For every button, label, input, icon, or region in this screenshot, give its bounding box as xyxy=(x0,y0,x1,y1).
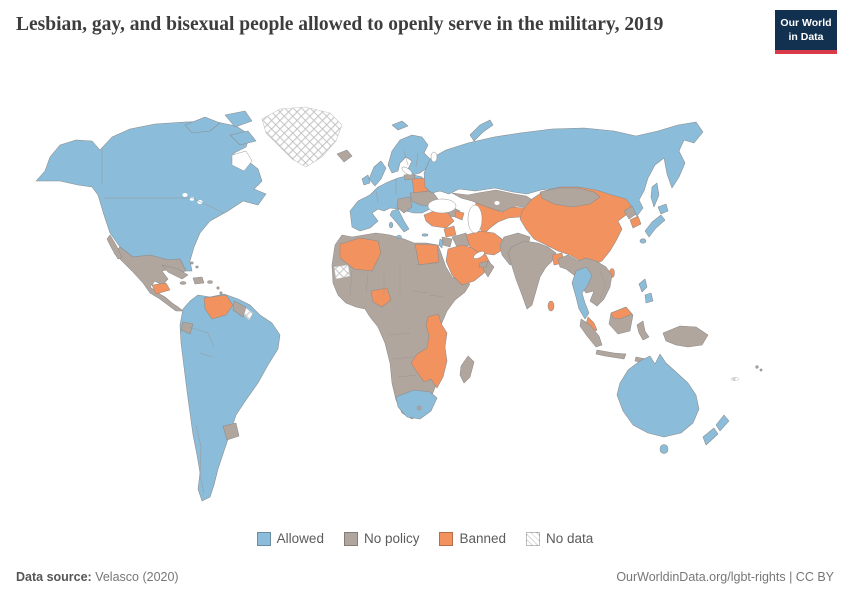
region-east-asia[interactable] xyxy=(519,186,669,278)
legend-item-allowed[interactable]: Allowed xyxy=(256,531,324,546)
owid-logo-text: Our World in Data xyxy=(775,10,837,51)
owid-logo-stripe xyxy=(775,50,837,55)
region-balkans-no-policy xyxy=(396,196,413,214)
region-algeria-banned xyxy=(339,237,382,272)
legend-item-no-policy[interactable]: No policy xyxy=(343,531,419,546)
region-russia-allowed[interactable] xyxy=(423,119,704,217)
region-africa-no-policy[interactable] xyxy=(331,232,475,420)
region-malaysian-borneo-banned xyxy=(610,306,633,320)
region-french-guiana-no-data xyxy=(243,307,254,321)
region-north-america-allowed[interactable] xyxy=(35,110,267,272)
region-fiji xyxy=(755,365,759,369)
region-philippines-allowed xyxy=(638,278,648,293)
region-india-no-policy xyxy=(507,240,557,310)
region-madagascar-no-policy xyxy=(459,355,475,384)
region-europe-allowed[interactable] xyxy=(336,120,439,239)
region-south-asia[interactable] xyxy=(507,240,565,312)
data-source: Data source: Velasco (2020) xyxy=(16,570,179,584)
region-belarus-banned xyxy=(411,177,429,194)
region-mexico-central-america-no-policy[interactable] xyxy=(106,234,187,312)
region-mongolia-no-policy xyxy=(539,187,601,208)
legend-swatch-banned xyxy=(439,531,454,546)
region-guyana-suriname-no-policy xyxy=(232,300,247,318)
region-egypt-banned xyxy=(414,243,440,266)
region-southeast-asia[interactable] xyxy=(557,254,709,364)
region-ireland-allowed xyxy=(361,174,371,186)
region-iceland-no-policy xyxy=(336,149,353,163)
region-new-guinea-no-policy xyxy=(662,325,709,348)
legend-swatch-no-policy xyxy=(343,531,358,546)
world-map xyxy=(35,106,763,502)
region-svalbard xyxy=(391,120,409,131)
owid-footer-link[interactable]: OurWorldinData.org/lgbt-rights | CC BY xyxy=(616,570,834,584)
region-china-banned xyxy=(519,186,633,266)
region-israel-allowed xyxy=(438,238,444,249)
region-azerbaijan-banned xyxy=(454,210,465,221)
region-caribbean-no-policy[interactable] xyxy=(161,261,224,300)
region-sakhalin xyxy=(650,182,660,208)
region-north-korea-no-policy xyxy=(623,205,637,220)
region-thailand-allowed xyxy=(571,266,593,320)
legend-swatch-allowed xyxy=(256,531,271,546)
legend-item-no-data[interactable]: No data xyxy=(526,531,593,546)
region-paraguay-no-policy xyxy=(222,422,240,441)
region-nigeria-banned xyxy=(370,287,392,308)
region-sulawesi-no-policy xyxy=(636,320,650,341)
region-new-zealand-allowed xyxy=(715,414,730,432)
region-greenland-no-data[interactable] xyxy=(261,106,343,168)
region-western-sahara-no-data xyxy=(333,264,351,280)
legend-item-banned[interactable]: Banned xyxy=(439,531,506,546)
chart-title: Lesbian, gay, and bisexual people allowe… xyxy=(16,14,664,35)
region-java-no-policy xyxy=(595,349,627,360)
region-east-africa-banned xyxy=(410,313,448,389)
region-united-kingdom-allowed xyxy=(368,160,387,187)
region-honduras-banned xyxy=(151,282,171,295)
region-middle-east[interactable] xyxy=(423,210,531,286)
seas xyxy=(182,166,500,259)
region-scandinavia-allowed xyxy=(387,134,431,176)
region-central-asia[interactable] xyxy=(443,189,535,235)
region-tasmania xyxy=(659,444,669,454)
region-sumatra-no-policy xyxy=(579,318,603,348)
chart-footer: Data source: Velasco (2020) OurWorldinDa… xyxy=(16,570,834,584)
region-ecuador-no-policy xyxy=(180,321,194,335)
region-japan-allowed xyxy=(657,203,669,215)
region-south-korea-banned xyxy=(629,215,642,229)
region-new-caledonia-no-data xyxy=(730,377,740,381)
owid-logo[interactable]: Our World in Data xyxy=(775,10,837,55)
region-novaya-zemlya xyxy=(469,119,494,142)
country-borders xyxy=(101,147,607,494)
region-lesotho-no-policy xyxy=(416,405,422,411)
region-south-africa-allowed xyxy=(395,389,438,420)
region-venezuela-banned xyxy=(203,294,234,320)
region-syria-banned xyxy=(443,225,457,238)
region-south-america-allowed[interactable] xyxy=(179,293,281,502)
region-uae-no-policy xyxy=(478,260,489,268)
legend-swatch-no-data xyxy=(526,531,541,546)
region-oceania[interactable] xyxy=(616,353,763,454)
map-legend: Allowed No policy Banned No data xyxy=(0,531,850,546)
region-italy-allowed xyxy=(389,208,410,233)
region-jordan-no-policy xyxy=(441,236,453,248)
region-sri-lanka-banned xyxy=(547,300,555,312)
region-australia-allowed xyxy=(616,353,700,438)
